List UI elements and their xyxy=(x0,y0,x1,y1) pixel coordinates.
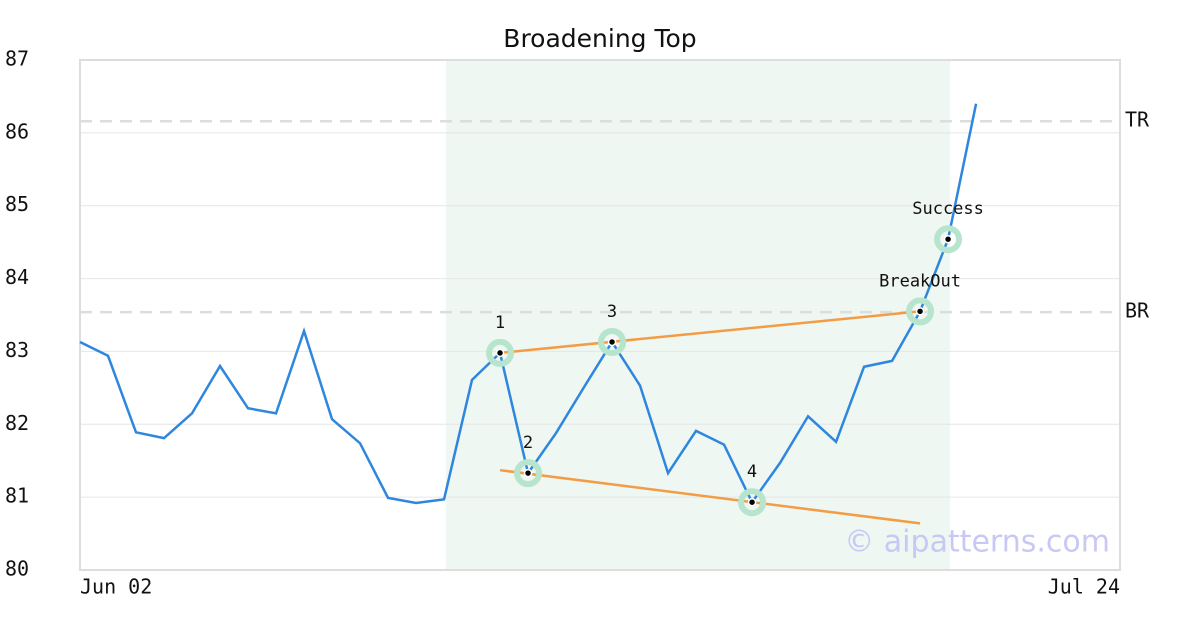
point-dot xyxy=(523,468,533,478)
y-tick-label: 87 xyxy=(5,47,29,71)
point-label: 4 xyxy=(747,462,757,482)
point-label: 2 xyxy=(523,433,533,453)
y-tick-label: 85 xyxy=(5,192,29,216)
point-dot xyxy=(915,307,925,316)
point-dot xyxy=(943,234,953,244)
point-label: BreakOut xyxy=(879,271,961,291)
y-tick-label: 83 xyxy=(5,338,29,362)
y-tick-label: 80 xyxy=(5,557,29,581)
point-halo xyxy=(738,488,767,517)
level-label: BR xyxy=(1125,299,1150,323)
y-tick-label: 81 xyxy=(5,484,29,508)
point-label: Success xyxy=(912,199,984,219)
x-tick-label: Jun 02 xyxy=(80,575,152,599)
x-tick-label: Jul 24 xyxy=(1048,575,1120,599)
y-tick-label: 82 xyxy=(5,411,29,435)
trendline xyxy=(499,310,921,355)
point-label: 3 xyxy=(607,302,617,322)
chart-title: Broadening Top xyxy=(503,24,696,53)
point-dot xyxy=(607,337,617,347)
point-halo xyxy=(598,327,627,356)
plot-frame xyxy=(79,59,1121,571)
point-halo xyxy=(486,338,515,367)
y-tick-label: 84 xyxy=(5,265,29,289)
point-halo xyxy=(906,297,935,326)
watermark: © aipatterns.com xyxy=(844,525,1110,560)
y-tick-label: 86 xyxy=(5,119,29,143)
point-dot xyxy=(495,348,505,358)
point-label: 1 xyxy=(495,313,505,333)
point-dot xyxy=(747,497,757,507)
trendline xyxy=(499,468,921,525)
point-halo xyxy=(934,225,963,254)
level-label: TR xyxy=(1125,108,1150,132)
point-halo xyxy=(514,459,543,488)
